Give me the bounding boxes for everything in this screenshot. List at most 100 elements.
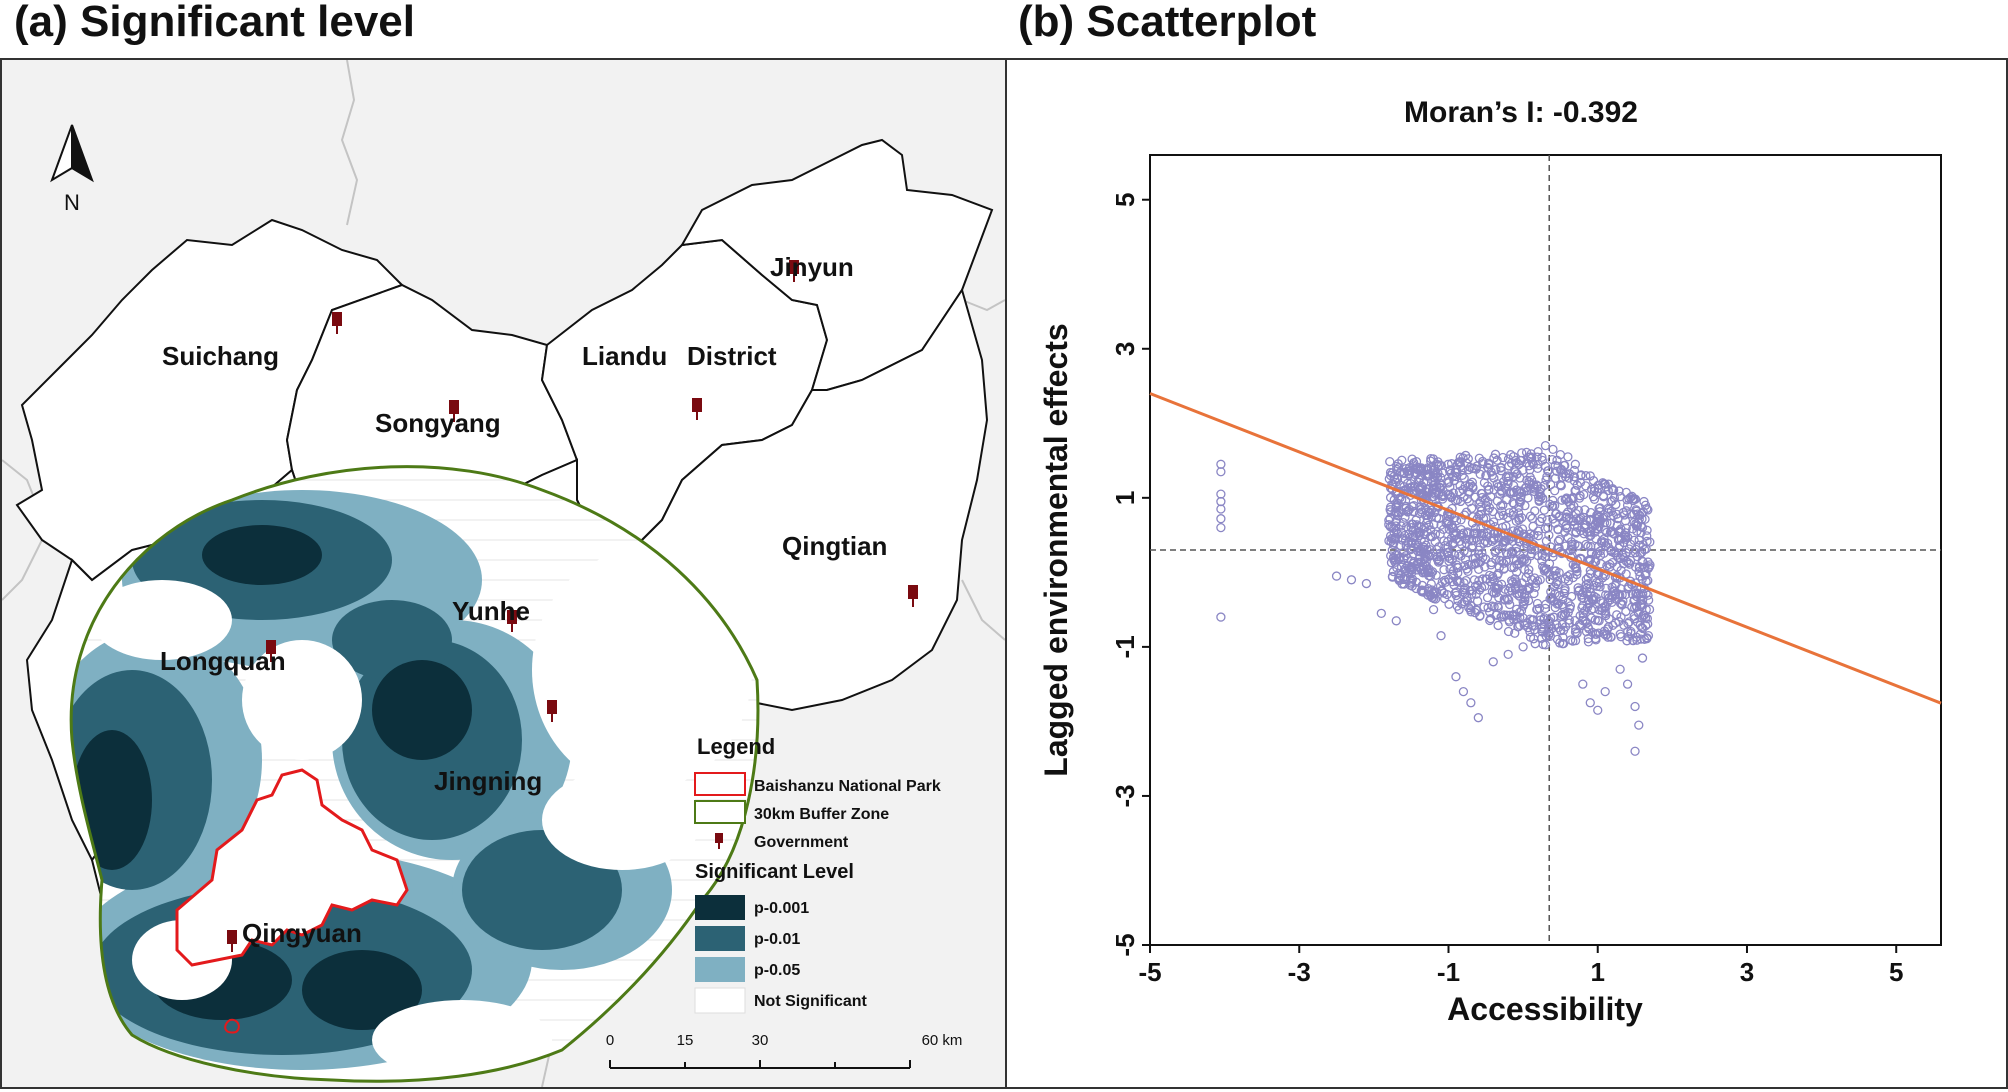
scatter-point [1642,503,1652,514]
scatter-point [1592,548,1603,558]
scatter-point [1548,501,1558,511]
scatter-point [1530,639,1540,649]
national-park-polygon [175,768,409,967]
scatter-point [1553,524,1563,534]
scatter-point [1594,503,1604,514]
scatter-point [1634,540,1644,550]
gov-marker [507,610,517,632]
scatter-point [1467,536,1477,546]
scatter-point [1553,580,1563,590]
scatter-point [1551,509,1561,519]
scatter-point [1604,504,1614,515]
scatter-point [1528,521,1538,532]
scatter-point [1518,597,1528,607]
scatter-point [1610,580,1620,591]
legend-government-icon [715,833,723,849]
scatter-point [1346,575,1357,585]
scatter-point [1539,620,1549,630]
scatter-point [1530,506,1540,516]
scatter-point [1418,544,1429,554]
scatter-point [1399,553,1409,563]
regression-line [1149,392,1942,705]
scatter-point [1501,555,1511,565]
scatter-point [1396,540,1406,551]
scatter-point [1503,512,1513,523]
scatter-point [1577,603,1587,613]
scatter-point [1522,475,1532,485]
scatter-point [1467,589,1477,599]
scatter-point [1458,453,1468,463]
scatter-point [1443,516,1453,526]
scatter-point [1615,664,1625,674]
chart-title: Moran’s I: -0.392 [1404,96,1638,129]
scatter-point [1533,481,1543,491]
scatter-point [1492,584,1502,594]
scatter-point [1540,461,1551,471]
scatter-point [1519,529,1529,539]
scatter-point [1420,523,1430,533]
scatter-point [1612,520,1622,531]
legend-item: Baishanzu National Park [754,778,941,795]
scatter-point [1631,519,1641,529]
scatter-point [1216,612,1226,622]
scatter-point [1514,513,1524,523]
scatter-point [1390,507,1400,517]
scatter-point [1511,567,1522,577]
scatter-point [1600,606,1610,616]
scatter-point [1641,604,1651,615]
scatter-point [1614,486,1624,496]
scatter-point [1531,578,1541,589]
scatter-point [1438,490,1448,500]
panel-a-title: (a) Significant level [14,0,415,46]
scatter-point [1582,618,1592,628]
y-axis-ticks: -5 -3 -1 1 3 5 [1110,192,1150,957]
scatter-point [1621,548,1631,558]
scatter-point [1508,498,1518,508]
place-label: Liandu [582,341,667,371]
scatter-point [1586,530,1596,541]
scatter-point [1608,620,1618,631]
scatter-point [1504,595,1514,605]
scatter-point [1407,568,1417,578]
scatter-point [1460,534,1471,544]
scatter-point [1428,604,1439,615]
scatter-point [1414,528,1425,538]
scatter-point [1491,588,1501,598]
legend-title: Legend [697,734,775,759]
scatter-point [1622,679,1633,689]
x-axis-label: Accessibility [1447,991,1643,1027]
scatter-point [1444,551,1454,561]
scatter-point [1447,569,1457,579]
scatter-point [1557,610,1568,620]
scatter-point [1434,460,1445,470]
scatter-point [1439,588,1449,598]
scatter-point [1541,536,1552,546]
scatter-point [1400,563,1411,574]
scatter-point [1428,465,1438,475]
scatter-point [1518,601,1528,611]
scatter-point [1495,489,1505,499]
scatter-point [1542,472,1552,482]
scatter-point [1591,549,1601,560]
place-labels: Suichang Songyang Liandu District Jinyun… [160,252,887,948]
scatter-point [1451,528,1462,538]
scatter-point [1627,589,1638,599]
scatter-point [1555,480,1566,490]
scatter-point [1460,481,1470,491]
legend-sig-title: Significant Level [695,861,854,883]
scatter-point [1523,623,1533,633]
scatter-point [1564,513,1574,523]
scatter-point [1600,525,1610,535]
scatter-point [1629,611,1639,622]
scatter-point [1426,456,1436,466]
scatter-point [1599,601,1610,612]
scatter-point [1395,467,1405,477]
y-tick-label: -3 [1110,784,1140,807]
scatter-point [1492,455,1502,465]
scatter-point [1493,620,1503,631]
scatter-point [1443,459,1453,469]
scatter-point [1455,458,1465,468]
scatter-point [1361,578,1372,589]
x-tick-label: 5 [1889,957,1903,987]
scatter-point [1480,562,1490,572]
